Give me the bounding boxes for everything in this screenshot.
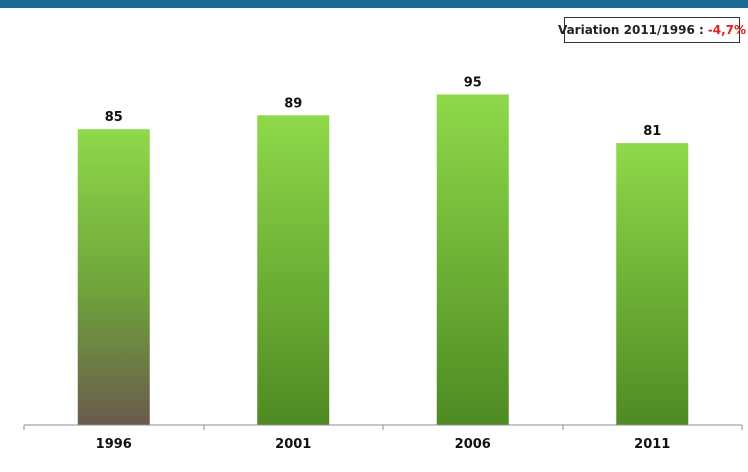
data-label-1996: 85 [105,110,123,125]
bar-2001 [257,115,330,425]
x-tick-label-2011: 2011 [634,437,670,452]
header-strip [0,0,748,8]
data-label-2001: 89 [284,96,302,111]
x-tick-label-2006: 2006 [455,437,491,452]
bar-1996 [77,129,150,425]
x-tick-label-1996: 1996 [96,437,132,452]
x-tick-label-2001: 2001 [275,437,311,452]
variation-value: -4,7% [707,23,747,37]
data-label-2011: 81 [643,124,661,139]
variation-box: Variation 2011/1996 : -4,7% [558,17,746,43]
variation-label: Variation 2011/1996 : [557,23,704,37]
data-label-2006: 95 [464,75,482,90]
bar-2006 [436,94,509,426]
bar-2011 [616,143,689,425]
